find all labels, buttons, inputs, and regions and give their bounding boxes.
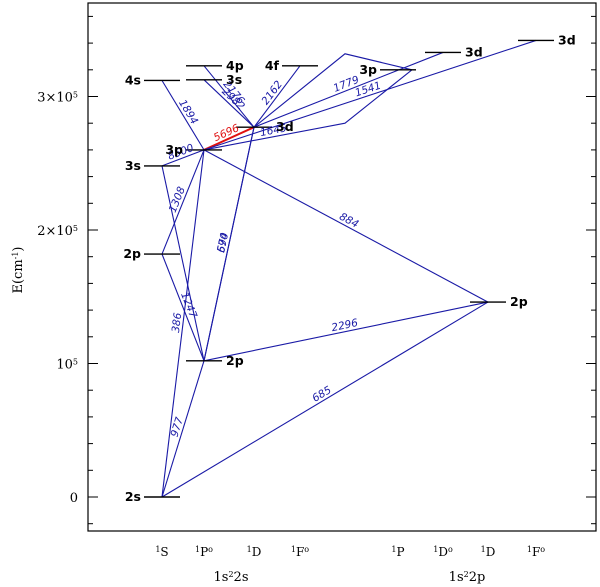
x-column-label: 1Fo (527, 545, 545, 560)
wavelength-label: 1645 (259, 122, 288, 139)
wavelength-label: 1308 (167, 185, 188, 215)
x-column-label: 1P (391, 545, 404, 560)
wavelength-label: 574 (215, 232, 231, 254)
level-label: 3p (359, 62, 377, 77)
plot-frame (87, 2, 597, 532)
wavelength-label: 5696 (212, 122, 242, 144)
transition-line (253, 65, 301, 128)
x-column-label: 1D (247, 545, 262, 560)
level-label: 4p (226, 58, 244, 73)
transition-line (203, 79, 255, 128)
transition-line (203, 126, 255, 151)
transition-line (203, 39, 537, 151)
x-column-label: 1Fo (291, 545, 309, 560)
transition-line (203, 65, 255, 128)
transition-line (203, 149, 489, 303)
transition-line (253, 53, 413, 128)
transition-line (161, 301, 489, 498)
level-label: 4f (265, 58, 280, 73)
transition-line (161, 149, 205, 167)
y-tick-label: 3×105 (37, 90, 78, 106)
transition-line (203, 127, 255, 361)
configuration-label: 1s22s (214, 570, 249, 586)
level-label: 2p (226, 353, 244, 368)
wavelength-label: 1894 (176, 98, 200, 127)
level-label: 4s (125, 72, 141, 87)
level-label: 2p (510, 294, 528, 309)
wavelength-label: 2296 (330, 317, 359, 334)
x-column-label: 1Po (195, 545, 213, 560)
level-label: 3s (125, 158, 141, 173)
level-label: 2s (125, 489, 141, 504)
y-axis: 0 105 2×105 3×105 (37, 15, 596, 525)
transition-line (203, 301, 489, 362)
level-label: 3s (226, 72, 242, 87)
levels (144, 39, 554, 498)
labels: 9773866851247690229613088500189456968841… (123, 32, 575, 504)
wavelength-label: 386 (170, 312, 184, 334)
x-column-label: 1D (481, 545, 496, 560)
wavelength-label: 977 (169, 415, 186, 438)
x-axis: 1S 1Po 1D 1Fo 1P 1Do 1D 1Fo 1s22s 1s22p (155, 545, 545, 586)
configuration-label: 1s22p (449, 570, 486, 586)
level-label: 3d (276, 119, 294, 134)
transition-line (161, 253, 205, 362)
level-label: 3d (465, 44, 483, 59)
x-column-label: 1S (155, 545, 168, 560)
level-label: 3d (558, 32, 576, 47)
transition-line (161, 360, 205, 498)
transition-line (253, 51, 444, 128)
y-axis-label: E(cm-1) (11, 246, 27, 293)
transition-line (161, 149, 205, 255)
transition-line (161, 149, 205, 498)
transition-line (161, 80, 205, 151)
level-label: 2p (123, 246, 141, 261)
wavelength-label: 690 (215, 231, 231, 253)
y-tick-label: 105 (56, 357, 78, 373)
level-label: 3p (165, 142, 183, 157)
y-tick-label: 2×105 (37, 224, 78, 240)
transitions (161, 39, 537, 498)
x-column-label: 1Do (433, 545, 453, 560)
y-tick-label: 0 (70, 491, 78, 506)
transition-line (161, 165, 205, 361)
